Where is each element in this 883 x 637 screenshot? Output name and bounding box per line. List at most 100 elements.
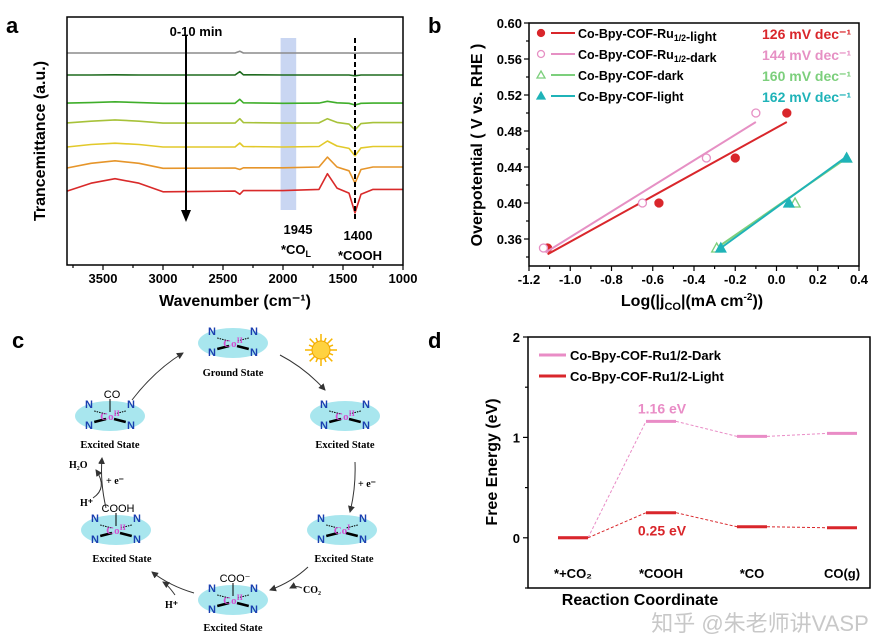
co2-label: CO₂ [303, 585, 321, 596]
cycle-arrow-1 [279, 354, 326, 391]
watermark: 知乎 @朱老师讲VASP [651, 611, 869, 636]
superscript: -2 [744, 292, 753, 303]
oxidation-state: II [114, 409, 120, 418]
fit-line [547, 121, 788, 256]
nitrogen-label: N [133, 534, 141, 546]
text-part: Co-Bpy-COF-dark [578, 69, 684, 83]
text-part: Co-Bpy-COF-Ru [578, 27, 674, 41]
complex-ellipse [307, 515, 377, 545]
x-tick-label: 0.0 [767, 272, 785, 287]
co-band-highlight [280, 38, 297, 210]
spectrum-trace-2 [67, 70, 403, 77]
sun-icon [305, 334, 337, 366]
data-point [701, 153, 712, 163]
text-part: Log(|j [621, 293, 665, 310]
bond [348, 417, 362, 424]
panel-a-ir-spectra: 0-10 min 1945 *COL 1400 *COOH 3500 3000 2500 200… [32, 16, 417, 310]
y-axis-label: Overpotential ( V vs. RHE ) [469, 44, 486, 247]
y-axis-label: Free Energy (eV) [484, 398, 501, 525]
time-label: 0-10 min [170, 24, 223, 39]
cycle-arrow-6 [131, 352, 184, 401]
cobalt-label: CoII [100, 409, 120, 423]
spectrum-trace-7 [66, 172, 403, 214]
x-tick-label: 2000 [269, 271, 298, 286]
sun-ray [326, 355, 333, 362]
data-point [782, 108, 792, 118]
panel-label-d: d [428, 328, 441, 353]
connector [766, 432, 828, 437]
cobalt-label: CoII [223, 336, 243, 350]
cobalt-label: CoII [335, 409, 355, 423]
state-label: Excited State [92, 554, 152, 565]
bond [216, 344, 230, 351]
subscript: 1/2 [674, 33, 686, 43]
bond [236, 594, 249, 599]
text-part: Co [106, 525, 120, 537]
sun-ray [309, 338, 316, 345]
series-1: Co-Bpy-COF-Ru1/2-light 126 mV dec⁻¹ [536, 26, 851, 256]
sun-ray [315, 337, 319, 342]
bond [100, 524, 113, 529]
bond [329, 410, 342, 415]
text-part: -dark [686, 51, 717, 65]
x-tick-label: 2500 [209, 271, 238, 286]
sun-ray [326, 338, 333, 345]
band-species: *COL [281, 242, 312, 259]
x-tick-label: 0.4 [850, 272, 869, 287]
oxidation-state: I [347, 523, 350, 532]
sun-ray [309, 355, 316, 362]
category-label: CO(g) [824, 566, 860, 581]
co2-arrow [289, 582, 303, 589]
state-label: Excited State [315, 440, 375, 451]
ligand-label: CO [104, 389, 121, 401]
panel-label-c: c [12, 328, 24, 353]
complex-ellipse [75, 401, 145, 431]
spectrum-trace-4 [66, 117, 403, 131]
spectrum-trace-5 [66, 140, 403, 157]
band-wavenumber: 1945 [284, 222, 313, 237]
bond [345, 531, 359, 538]
x-tick-label: -1.2 [518, 272, 540, 287]
sun-ray [308, 344, 313, 348]
proton-arrow [162, 581, 176, 596]
x-axis-label: Log(|jCO|(mA cm-2)) [621, 292, 763, 313]
electron-label-1: + e⁻ [358, 479, 376, 490]
slope-label: 126 mV dec⁻¹ [762, 26, 851, 42]
data-point [730, 153, 740, 163]
proton-label-1: H⁺ [165, 600, 178, 611]
connector [587, 421, 647, 539]
cobalt-label: CoI [334, 523, 351, 537]
panel-label-b: b [428, 13, 441, 38]
connector [766, 526, 828, 529]
sun-ray [308, 352, 313, 356]
x-tick-label: -0.8 [600, 272, 622, 287]
data-point [637, 198, 648, 208]
x-tick-label: 1500 [329, 271, 358, 286]
nitrogen-label: N [85, 399, 93, 411]
connector [587, 512, 647, 539]
x-tick-label: 0.2 [809, 272, 827, 287]
legend-label: Co-Bpy-COF-Ru1/2-dark [578, 48, 717, 65]
proton-label-2: H⁺ [80, 498, 93, 509]
nitrogen-label: N [362, 420, 370, 432]
nitrogen-label: N [127, 420, 135, 432]
series-4: Co-Bpy-COF-light 162 mV dec⁻¹ [535, 89, 853, 253]
text-part: Co-Bpy-COF-light [578, 90, 684, 104]
spectrum-trace-3 [66, 98, 403, 106]
bond [216, 601, 230, 608]
bond [113, 417, 127, 424]
data-point [782, 196, 795, 208]
nitrogen-label: N [250, 604, 258, 616]
sun-disc [311, 340, 331, 360]
oxidation-state: II [120, 523, 126, 532]
arrow-head-icon [181, 210, 191, 222]
complex-ellipse [198, 585, 268, 615]
bond [345, 524, 358, 529]
y-tick-label: 0.60 [497, 16, 522, 31]
barrier-label: 0.25 eV [638, 523, 687, 539]
